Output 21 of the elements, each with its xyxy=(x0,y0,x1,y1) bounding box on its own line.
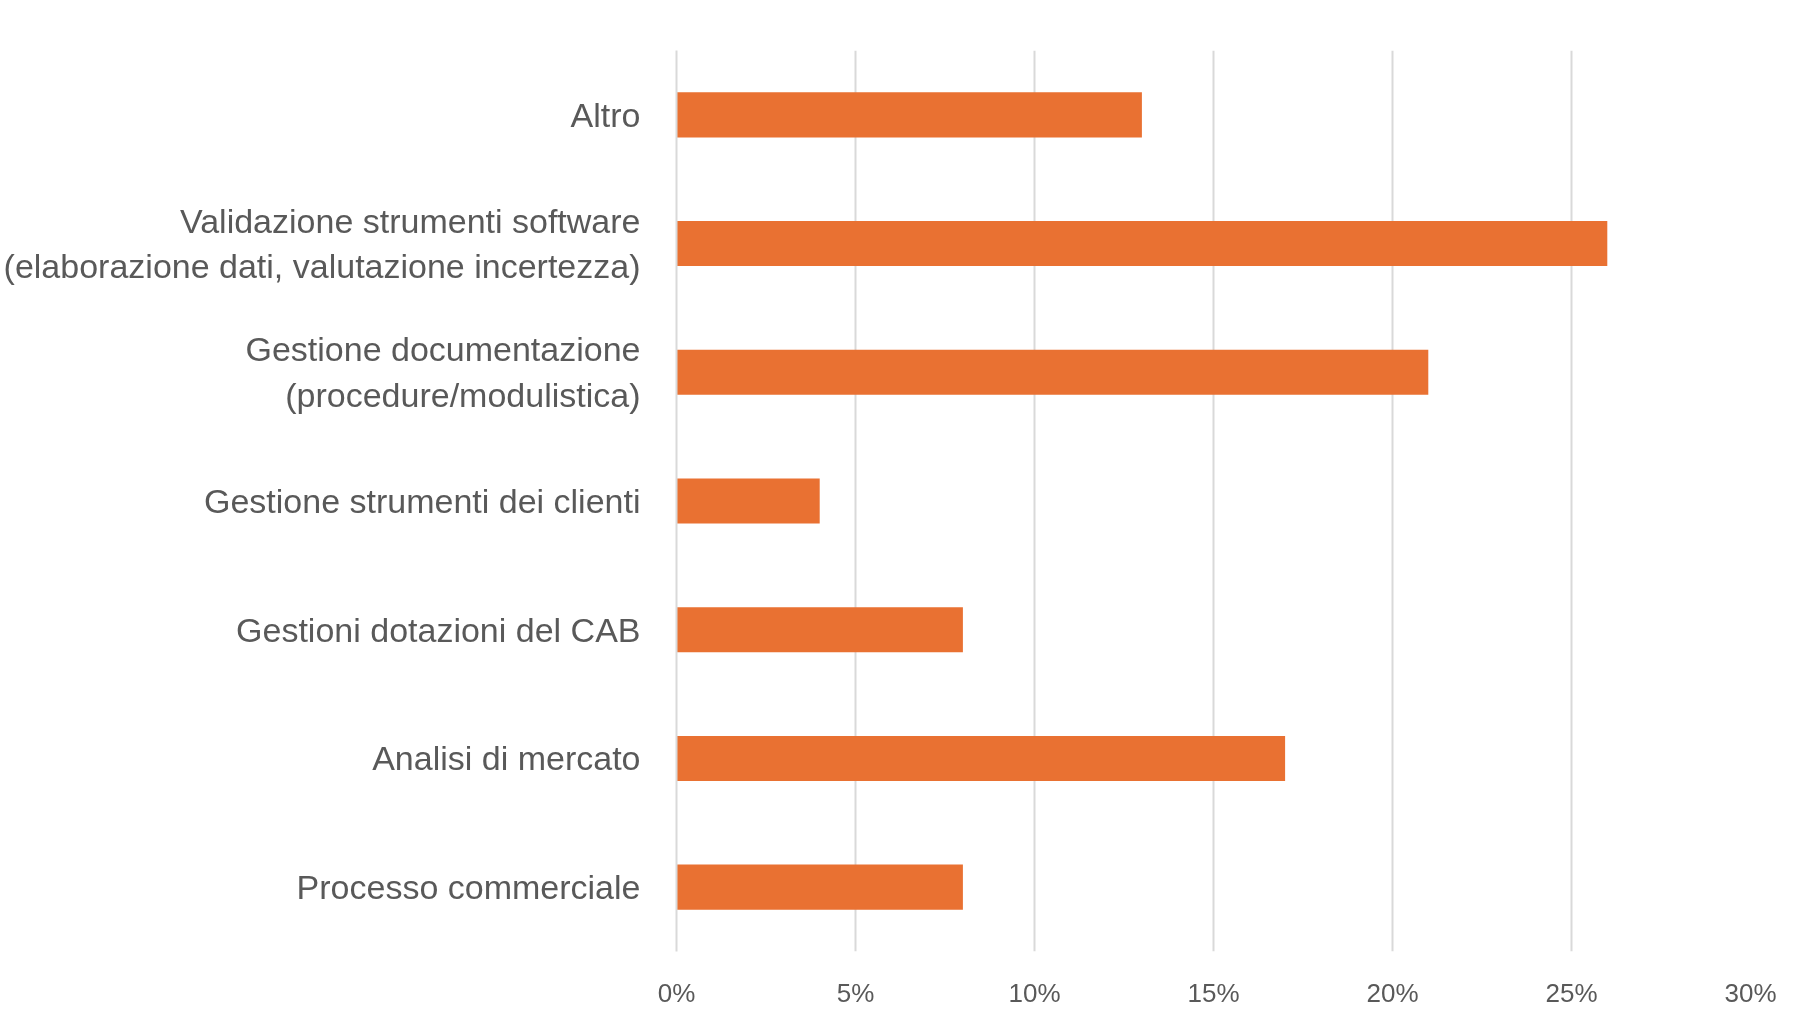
x-tick-label: 10% xyxy=(1008,977,1061,1008)
x-tick-label: 15% xyxy=(1187,977,1240,1008)
y-tick-label: Processo commerciale xyxy=(296,868,641,907)
bar xyxy=(676,92,1142,138)
y-tick-label: Gestione strumenti dei clienti xyxy=(203,482,641,520)
y-tick-label: Analisi di mercato xyxy=(372,739,641,778)
bar xyxy=(676,349,1429,395)
x-tick-label: 30% xyxy=(1724,977,1777,1008)
bar xyxy=(676,607,963,653)
x-tick-label: 25% xyxy=(1545,977,1598,1008)
x-tick-label: 0% xyxy=(657,977,696,1008)
y-tick-label: Gestioni dotazioni del CAB xyxy=(236,610,641,649)
bar xyxy=(676,864,963,910)
bar xyxy=(676,221,1608,267)
y-tick-label: Altro xyxy=(570,95,641,134)
x-tick-label: 20% xyxy=(1366,977,1419,1008)
y-tick-label: Validazione strumenti software (elaborazione dati, valutazione incertezza) xyxy=(3,201,641,286)
x-tick-label: 5% xyxy=(836,977,875,1008)
y-tick-label: Gestione documentazione (procedure/modulistica) xyxy=(245,330,641,415)
bar xyxy=(676,478,820,524)
bar xyxy=(676,735,1286,781)
